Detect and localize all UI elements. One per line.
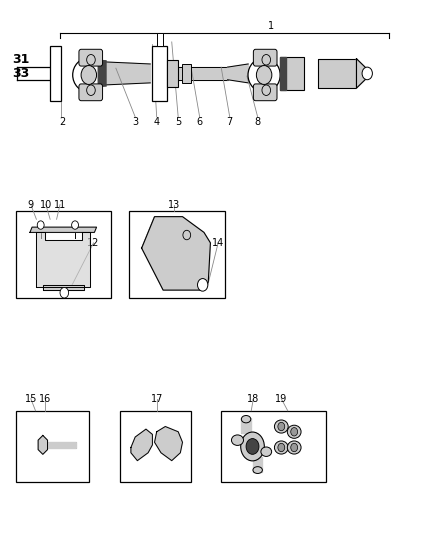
Circle shape	[60, 287, 69, 298]
Ellipse shape	[231, 435, 244, 446]
Text: 9: 9	[28, 199, 34, 209]
Text: 33: 33	[12, 67, 29, 80]
Text: 7: 7	[226, 117, 233, 127]
Text: 10: 10	[40, 199, 52, 209]
Circle shape	[246, 439, 259, 454]
Polygon shape	[155, 426, 183, 461]
Circle shape	[362, 67, 372, 80]
Polygon shape	[43, 285, 84, 290]
Polygon shape	[38, 435, 48, 454]
Ellipse shape	[241, 416, 251, 423]
Polygon shape	[104, 62, 150, 85]
Text: 12: 12	[87, 238, 100, 248]
Bar	[221, 411, 326, 482]
Ellipse shape	[261, 447, 272, 456]
Bar	[120, 411, 191, 482]
Bar	[16, 411, 89, 482]
Ellipse shape	[275, 441, 288, 454]
Text: 8: 8	[254, 117, 261, 127]
Circle shape	[81, 66, 96, 84]
Text: 17: 17	[151, 394, 163, 403]
Polygon shape	[228, 64, 248, 83]
Ellipse shape	[287, 425, 301, 438]
Circle shape	[278, 443, 285, 451]
Text: 14: 14	[212, 238, 224, 248]
Circle shape	[72, 221, 78, 229]
Circle shape	[198, 279, 208, 291]
Polygon shape	[280, 56, 286, 90]
Circle shape	[87, 85, 95, 95]
Text: 19: 19	[275, 394, 287, 403]
Polygon shape	[178, 67, 228, 80]
Ellipse shape	[248, 58, 280, 92]
Polygon shape	[357, 59, 371, 88]
FancyBboxPatch shape	[79, 49, 102, 66]
Ellipse shape	[241, 432, 264, 461]
Bar	[152, 46, 167, 101]
Text: 11: 11	[54, 199, 66, 209]
Text: 4: 4	[154, 117, 160, 127]
Text: 1: 1	[268, 21, 274, 31]
Bar	[129, 212, 226, 298]
Circle shape	[256, 66, 272, 84]
Bar	[50, 46, 61, 101]
Text: 31: 31	[12, 53, 29, 66]
Circle shape	[87, 54, 95, 65]
Circle shape	[183, 230, 191, 240]
Ellipse shape	[287, 441, 301, 454]
Polygon shape	[98, 60, 106, 86]
Text: 2: 2	[59, 117, 65, 127]
Ellipse shape	[275, 420, 288, 433]
FancyBboxPatch shape	[253, 84, 277, 101]
Polygon shape	[141, 216, 210, 290]
Bar	[280, 56, 304, 90]
FancyBboxPatch shape	[79, 84, 102, 101]
Polygon shape	[241, 417, 251, 433]
Polygon shape	[253, 457, 262, 472]
Bar	[157, 33, 163, 46]
Text: 15: 15	[25, 394, 37, 403]
Text: 18: 18	[247, 394, 259, 403]
Circle shape	[278, 422, 285, 431]
Polygon shape	[36, 232, 90, 287]
Text: 5: 5	[175, 117, 181, 127]
Bar	[183, 64, 191, 83]
FancyBboxPatch shape	[253, 49, 277, 66]
Polygon shape	[131, 429, 152, 461]
Circle shape	[291, 427, 298, 436]
Text: 16: 16	[39, 394, 51, 403]
Text: 6: 6	[197, 117, 203, 127]
Circle shape	[262, 54, 271, 65]
Circle shape	[37, 221, 44, 229]
Bar	[167, 60, 178, 86]
Text: 13: 13	[168, 199, 180, 209]
Polygon shape	[48, 442, 76, 448]
Ellipse shape	[73, 58, 105, 92]
Bar	[318, 59, 357, 88]
Text: 3: 3	[132, 117, 138, 127]
Ellipse shape	[253, 467, 262, 473]
Bar	[16, 212, 111, 298]
Circle shape	[291, 443, 298, 451]
Polygon shape	[30, 227, 96, 232]
Circle shape	[262, 85, 271, 95]
